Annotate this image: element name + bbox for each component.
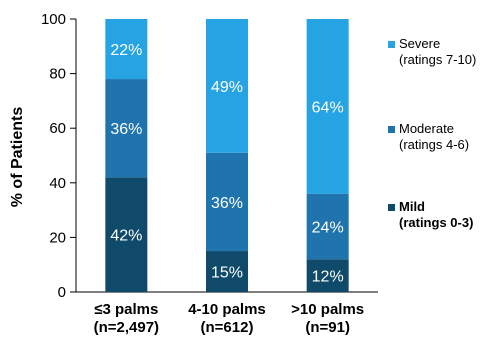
x-category-label: (n=2,497) — [94, 319, 159, 336]
bars — [105, 19, 349, 292]
data-label: 24% — [312, 219, 344, 236]
bar-segment-severe — [306, 19, 349, 194]
x-category-label: (n=91) — [305, 319, 350, 336]
bar-segment-moderate — [306, 193, 349, 260]
y-tick-label: 60 — [49, 120, 66, 137]
data-label: 36% — [110, 121, 142, 138]
legend: Severe(ratings 7-10) Moderate(ratings 4-6… — [388, 36, 476, 230]
data-label: 12% — [312, 269, 344, 286]
data-labels: 42% 36% 22% 15% 36% 49% 12% 24% 64% — [110, 42, 343, 286]
y-tick-label: 80 — [49, 66, 66, 83]
x-category-label: >10 palms — [291, 301, 364, 318]
bar-segment-mild — [206, 251, 248, 292]
bar-segment-mild — [105, 177, 148, 292]
legend-label: Severe — [399, 36, 440, 51]
x-category-label: 4-10 palms — [188, 301, 266, 318]
bar-segment-severe — [105, 19, 148, 80]
data-label: 49% — [211, 79, 243, 96]
legend-swatch-mild — [388, 204, 395, 211]
data-label: 42% — [110, 228, 142, 245]
bar-segment-moderate — [105, 79, 148, 178]
bar-segment-mild — [306, 259, 349, 292]
data-label: 22% — [110, 42, 142, 59]
data-label: 36% — [211, 195, 243, 212]
y-tick-label: 0 — [58, 284, 66, 301]
x-category-label: (n=612) — [201, 319, 254, 336]
legend-sublabel: (ratings 7-10) — [399, 52, 476, 67]
legend-sublabel: (ratings 0-3) — [399, 215, 473, 230]
y-tick-label: 20 — [49, 229, 66, 246]
y-tick-label: 40 — [49, 175, 66, 192]
y-axis-title: % of Patients — [9, 107, 26, 208]
y-tick-label: 100 — [41, 11, 66, 28]
x-category-label: ≤3 palms — [94, 301, 158, 318]
legend-label: Moderate — [399, 121, 454, 136]
legend-swatch-severe — [388, 41, 395, 48]
bar-segment-moderate — [206, 152, 248, 252]
data-label: 64% — [312, 99, 344, 116]
data-label: 15% — [211, 265, 243, 282]
bar-segment-severe — [206, 19, 248, 153]
legend-label: Mild — [399, 199, 425, 214]
legend-sublabel: (ratings 4-6) — [399, 137, 469, 152]
legend-swatch-moderate — [388, 126, 395, 133]
